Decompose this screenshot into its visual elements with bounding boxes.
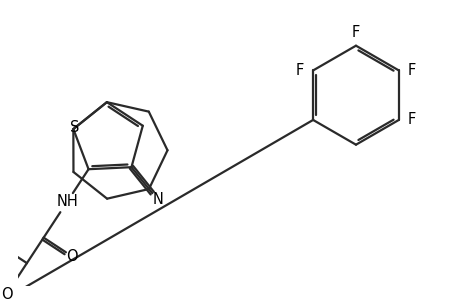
Text: O: O xyxy=(1,286,12,300)
Text: F: F xyxy=(295,63,303,78)
Text: NH: NH xyxy=(56,194,78,208)
Text: S: S xyxy=(69,120,79,135)
Text: O: O xyxy=(66,249,78,264)
Text: F: F xyxy=(351,25,359,40)
Text: F: F xyxy=(407,63,415,78)
Text: N: N xyxy=(152,192,163,207)
Text: F: F xyxy=(407,112,415,128)
